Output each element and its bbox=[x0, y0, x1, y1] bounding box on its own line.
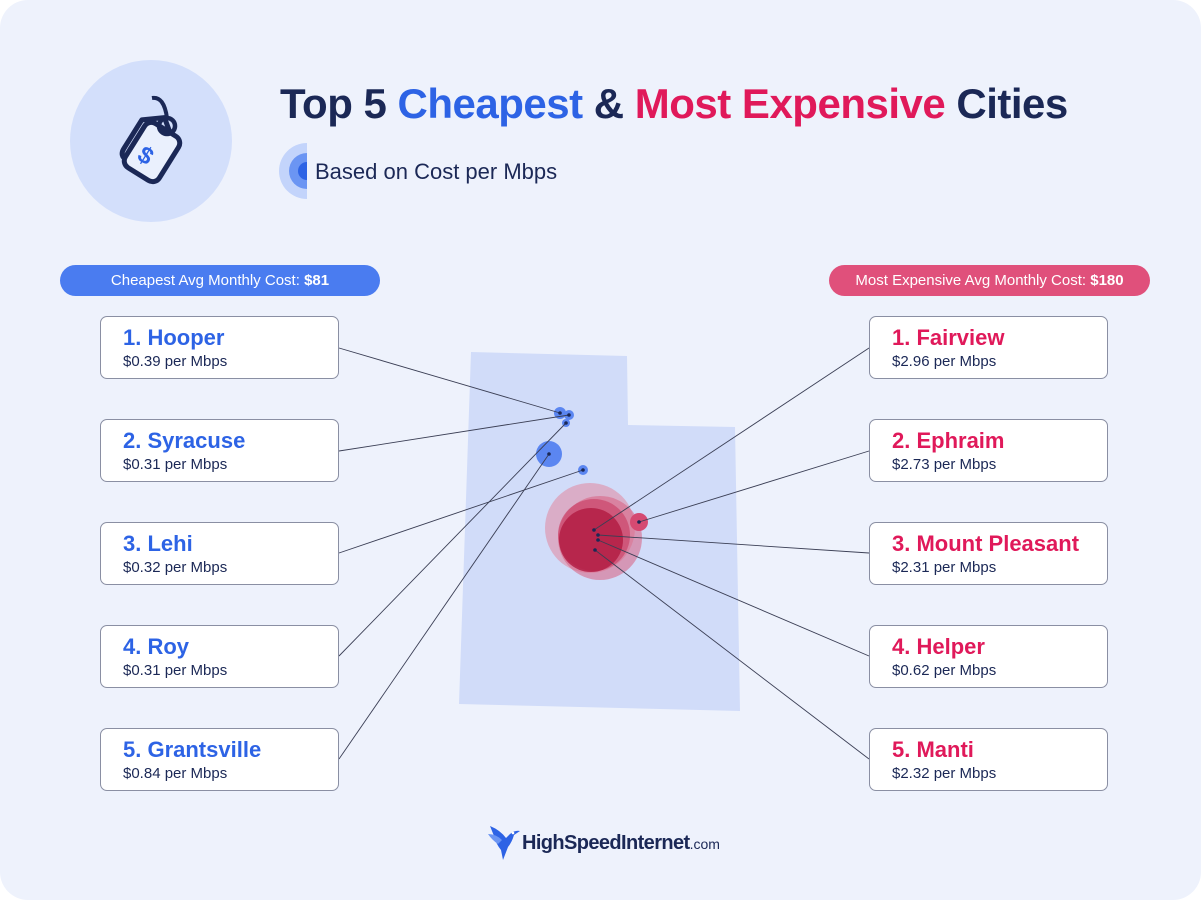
city-cost: $0.39 per Mbps bbox=[123, 353, 228, 370]
city-name: 3. Mount Pleasant bbox=[892, 531, 1080, 556]
city-name: 1. Fairview bbox=[892, 325, 1005, 350]
city-name: 4. Roy bbox=[123, 634, 190, 659]
city-name: 1. Hooper bbox=[123, 325, 225, 350]
cheap-city-card: 1. Hooper $0.39 per Mbps bbox=[100, 316, 339, 379]
city-name: 3. Lehi bbox=[123, 531, 193, 556]
hummingbird-logo-icon bbox=[488, 826, 520, 860]
price-tag-icon: $ bbox=[119, 95, 183, 185]
city-cost: $0.31 per Mbps bbox=[123, 662, 228, 679]
city-name: 5. Manti bbox=[892, 737, 974, 762]
marker-dots bbox=[547, 411, 641, 552]
city-cost: $2.96 per Mbps bbox=[892, 353, 997, 370]
cheap-city-card: 4. Roy $0.31 per Mbps bbox=[100, 625, 339, 688]
city-name: 2. Syracuse bbox=[123, 428, 246, 453]
city-cost: $0.32 per Mbps bbox=[123, 559, 228, 576]
city-cost: $0.84 per Mbps bbox=[123, 765, 228, 782]
city-cost: $2.31 per Mbps bbox=[892, 559, 997, 576]
mount-pleasant-connector bbox=[597, 534, 870, 554]
expensive-city-card: 2. Ephraim $2.73 per Mbps bbox=[869, 419, 1108, 482]
cheap-city-card: 5. Grantsville $0.84 per Mbps bbox=[100, 728, 339, 791]
city-name: 5. Grantsville bbox=[123, 737, 262, 762]
lehi-connector bbox=[338, 469, 584, 554]
cheap-city-card: 3. Lehi $0.32 per Mbps bbox=[100, 522, 339, 585]
hooper-connector bbox=[338, 347, 561, 414]
brand-name: HighSpeedInternet.com bbox=[522, 832, 720, 854]
page-title: Top 5 Cheapest & Most Expensive Cities bbox=[280, 80, 1068, 127]
expensive-city-markers bbox=[545, 483, 648, 580]
city-name: 4. Helper bbox=[892, 634, 985, 659]
roy-connector bbox=[338, 422, 567, 657]
syracuse-connector bbox=[338, 414, 570, 452]
subtitle: Based on Cost per Mbps bbox=[315, 159, 558, 184]
city-cost: $2.73 per Mbps bbox=[892, 456, 997, 473]
ephraim-connector bbox=[638, 450, 870, 523]
city-cost: $0.62 per Mbps bbox=[892, 662, 997, 679]
tag-icon-circle: $ bbox=[70, 60, 232, 222]
expensive-city-card: 1. Fairview $2.96 per Mbps bbox=[869, 316, 1108, 379]
city-cost: $2.32 per Mbps bbox=[892, 765, 997, 782]
expensive-city-card: 3. Mount Pleasant $2.31 per Mbps bbox=[869, 522, 1108, 585]
manti-marker bbox=[559, 508, 623, 572]
helper-connector bbox=[597, 539, 870, 657]
expensive-city-card: 4. Helper $0.62 per Mbps bbox=[869, 625, 1108, 688]
manti-connector bbox=[594, 549, 870, 760]
city-name: 2. Ephraim bbox=[892, 428, 1005, 453]
cheap-city-card: 2. Syracuse $0.31 per Mbps bbox=[100, 419, 339, 482]
connector-lines bbox=[338, 347, 870, 760]
fairview-connector bbox=[593, 347, 870, 531]
expensive-city-card: 5. Manti $2.32 per Mbps bbox=[869, 728, 1108, 791]
city-cost: $0.31 per Mbps bbox=[123, 456, 228, 473]
cheapest-avg-pill: Cheapest Avg Monthly Cost: $81 bbox=[60, 265, 380, 296]
grantsville-connector bbox=[338, 453, 550, 760]
expensive-avg-pill: Most Expensive Avg Monthly Cost: $180 bbox=[829, 265, 1150, 296]
concentric-circles-icon bbox=[279, 143, 307, 199]
